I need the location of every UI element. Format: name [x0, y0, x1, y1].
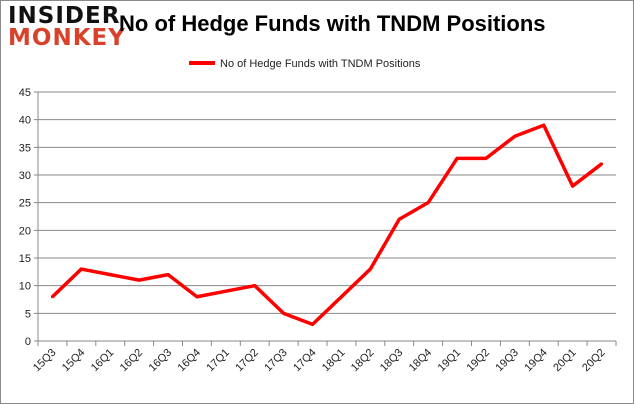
x-tick-label: 15Q3 [31, 347, 59, 375]
logo-line1: INSIDER [8, 3, 121, 29]
data-point [137, 278, 141, 282]
y-tick-label: 35 [19, 142, 31, 154]
data-point [542, 123, 546, 127]
x-tick-label: 16Q4 [176, 347, 204, 375]
y-tick-label: 0 [25, 336, 31, 348]
data-point [513, 134, 517, 138]
data-point [368, 267, 372, 271]
y-tick-label: 20 [19, 225, 31, 237]
data-point [339, 295, 343, 299]
y-tick-label: 40 [19, 115, 31, 127]
x-tick-label: 20Q2 [580, 347, 608, 375]
x-tick-label: 17Q3 [262, 347, 290, 375]
data-point [600, 162, 604, 166]
data-point [426, 201, 430, 205]
data-point [455, 156, 459, 160]
x-tick-label: 16Q2 [118, 347, 146, 375]
data-point [166, 273, 170, 277]
data-point [397, 217, 401, 221]
insider-monkey-logo: INSIDER MONKEY [8, 3, 126, 51]
x-tick-label: 19Q3 [493, 347, 521, 375]
data-point [484, 156, 488, 160]
x-tick-label: 20Q1 [551, 347, 579, 375]
x-tick-label: 17Q4 [291, 347, 319, 375]
x-tick-label: 16Q1 [89, 347, 117, 375]
data-point [108, 273, 112, 277]
x-tick-label: 18Q2 [349, 347, 377, 375]
x-tick-label: 19Q1 [436, 347, 464, 375]
data-point [311, 322, 315, 326]
data-point [195, 295, 199, 299]
x-tick-label: 18Q3 [378, 347, 406, 375]
x-tick-label: 15Q4 [60, 347, 88, 375]
series-line [51, 123, 603, 327]
legend-label: No of Hedge Funds with TNDM Positions [220, 58, 421, 70]
data-point [253, 284, 257, 288]
chart-title: No of Hedge Funds with TNDM Positions [119, 11, 546, 36]
x-tick-label: 17Q2 [233, 347, 261, 375]
x-tick-label: 19Q4 [522, 347, 550, 375]
x-tick-label: 18Q4 [407, 347, 435, 375]
logo-line2: MONKEY [8, 25, 126, 51]
x-tick-label: 17Q1 [204, 347, 232, 375]
y-tick-label: 45 [19, 87, 31, 99]
y-tick-label: 10 [19, 281, 31, 293]
data-point [282, 311, 286, 315]
y-tick-label: 15 [19, 253, 31, 265]
data-point [79, 267, 83, 271]
data-point [224, 289, 228, 293]
data-point [50, 295, 54, 299]
data-point [571, 184, 575, 188]
y-tick-label: 30 [19, 170, 31, 182]
x-tick-label: 18Q1 [320, 347, 348, 375]
y-tick-label: 25 [19, 198, 31, 210]
x-tick-label: 19Q2 [465, 347, 493, 375]
x-tick-label: 16Q3 [147, 347, 175, 375]
y-tick-label: 5 [25, 308, 31, 320]
